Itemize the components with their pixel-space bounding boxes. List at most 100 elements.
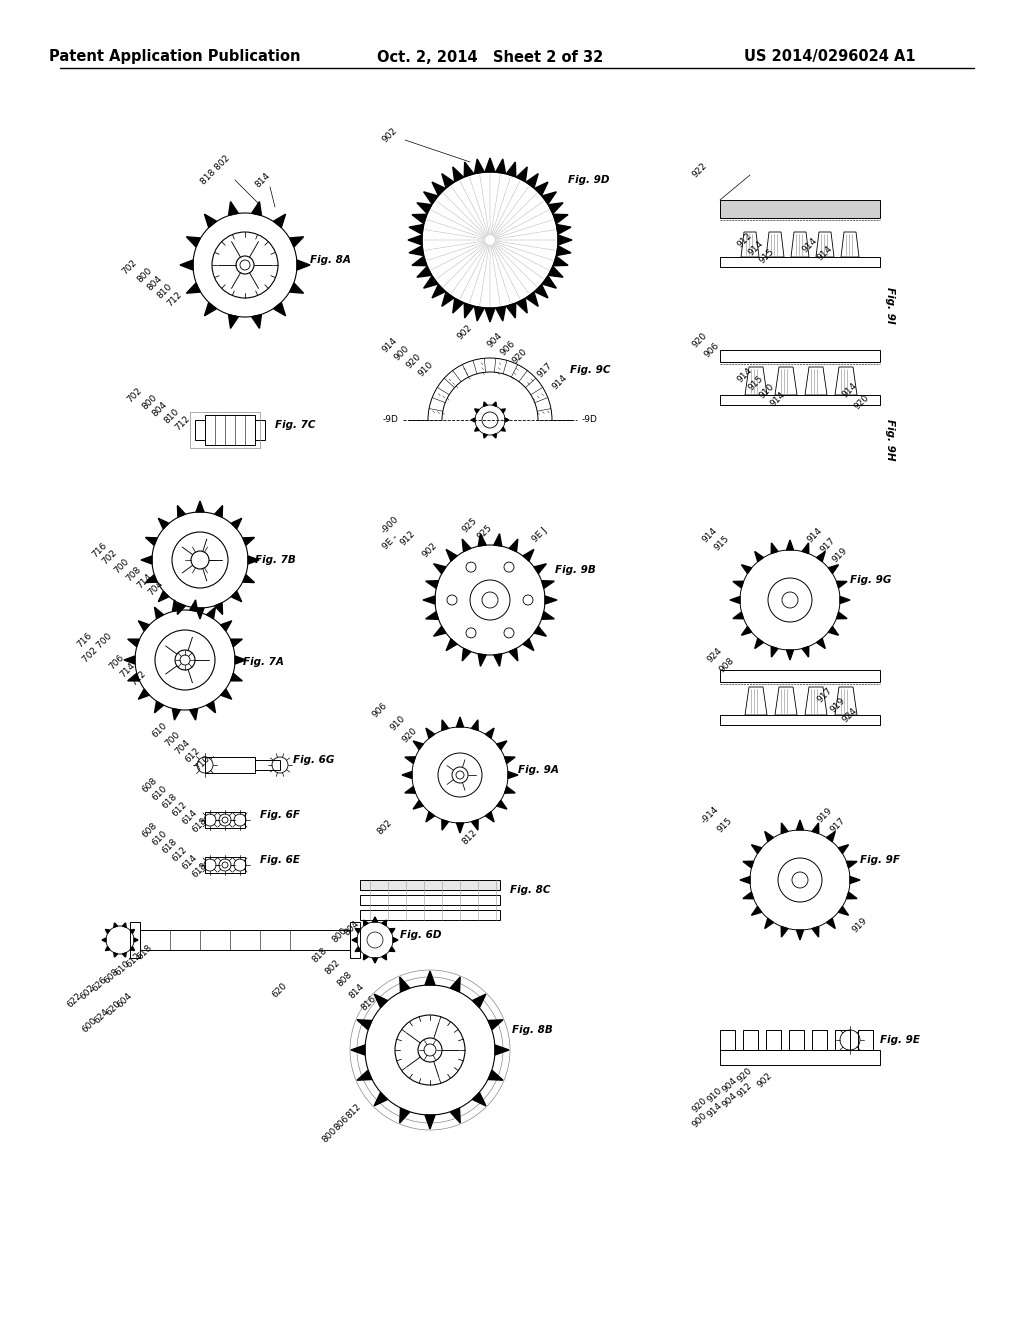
Polygon shape bbox=[765, 832, 773, 842]
Polygon shape bbox=[186, 282, 201, 293]
Text: 716: 716 bbox=[91, 541, 110, 560]
Polygon shape bbox=[462, 539, 471, 552]
Polygon shape bbox=[453, 298, 464, 313]
Polygon shape bbox=[145, 574, 158, 582]
Polygon shape bbox=[802, 647, 809, 657]
Polygon shape bbox=[252, 314, 261, 329]
Text: 925: 925 bbox=[476, 523, 495, 541]
Polygon shape bbox=[494, 653, 502, 667]
Text: Fig. 6G: Fig. 6G bbox=[293, 755, 335, 766]
Polygon shape bbox=[215, 603, 222, 615]
Polygon shape bbox=[123, 923, 126, 928]
Text: 914: 914 bbox=[551, 372, 569, 391]
Polygon shape bbox=[837, 581, 847, 587]
Text: 614: 614 bbox=[181, 808, 200, 826]
Bar bbox=[255, 420, 265, 440]
Text: 812: 812 bbox=[461, 828, 479, 846]
Bar bbox=[190, 412, 260, 447]
Text: 924: 924 bbox=[706, 645, 724, 664]
Text: 920: 920 bbox=[736, 1065, 755, 1084]
Text: 904: 904 bbox=[721, 1076, 739, 1094]
Polygon shape bbox=[252, 202, 261, 215]
Polygon shape bbox=[496, 158, 506, 174]
Polygon shape bbox=[231, 591, 242, 602]
Bar bbox=[205, 756, 255, 774]
Polygon shape bbox=[509, 648, 518, 661]
Polygon shape bbox=[483, 434, 487, 438]
Polygon shape bbox=[474, 158, 484, 174]
Text: 912: 912 bbox=[736, 1081, 755, 1100]
Text: 920: 920 bbox=[853, 393, 871, 412]
Polygon shape bbox=[352, 937, 357, 942]
Text: 902: 902 bbox=[756, 1071, 774, 1089]
Polygon shape bbox=[505, 756, 515, 763]
Polygon shape bbox=[553, 256, 568, 265]
Text: 904: 904 bbox=[485, 331, 504, 350]
Polygon shape bbox=[535, 285, 548, 298]
Bar bbox=[720, 671, 880, 682]
Polygon shape bbox=[373, 917, 378, 921]
Text: 618: 618 bbox=[161, 792, 179, 810]
Text: 902: 902 bbox=[456, 323, 474, 342]
Polygon shape bbox=[424, 276, 438, 288]
Polygon shape bbox=[493, 434, 497, 438]
Text: 914: 914 bbox=[746, 239, 765, 257]
Bar bbox=[858, 1030, 873, 1049]
Text: 914: 914 bbox=[816, 244, 835, 263]
Text: 920: 920 bbox=[404, 351, 423, 370]
Text: 917: 917 bbox=[828, 816, 847, 834]
Text: 612: 612 bbox=[171, 800, 189, 818]
Text: Fig. 7A: Fig. 7A bbox=[243, 657, 284, 667]
Text: 902: 902 bbox=[381, 125, 399, 144]
Polygon shape bbox=[526, 292, 539, 306]
Polygon shape bbox=[432, 285, 445, 298]
Polygon shape bbox=[426, 729, 434, 738]
Text: 919: 919 bbox=[851, 916, 869, 935]
Text: 910: 910 bbox=[706, 1086, 724, 1105]
Polygon shape bbox=[501, 409, 506, 413]
Polygon shape bbox=[412, 256, 427, 265]
Polygon shape bbox=[488, 1071, 503, 1080]
Polygon shape bbox=[791, 232, 809, 257]
Polygon shape bbox=[826, 919, 836, 928]
Text: Oct. 2, 2014   Sheet 2 of 32: Oct. 2, 2014 Sheet 2 of 32 bbox=[377, 49, 603, 65]
Text: 9E J: 9E J bbox=[530, 525, 549, 544]
Text: 608: 608 bbox=[140, 821, 160, 840]
Text: -914: -914 bbox=[699, 805, 721, 825]
Polygon shape bbox=[128, 673, 139, 681]
Text: 712: 712 bbox=[166, 290, 184, 309]
Polygon shape bbox=[471, 418, 475, 422]
Text: 610: 610 bbox=[114, 958, 132, 977]
Text: 919: 919 bbox=[816, 805, 835, 824]
Polygon shape bbox=[775, 686, 797, 715]
Polygon shape bbox=[828, 565, 839, 573]
Polygon shape bbox=[357, 1020, 372, 1030]
Bar bbox=[360, 895, 500, 906]
Text: 917: 917 bbox=[819, 536, 838, 554]
Text: Fig. 9G: Fig. 9G bbox=[850, 576, 891, 585]
Text: 800: 800 bbox=[140, 393, 160, 412]
Text: 618: 618 bbox=[190, 861, 209, 879]
Text: Fig. 7C: Fig. 7C bbox=[275, 420, 315, 430]
Text: 618: 618 bbox=[190, 816, 209, 834]
Polygon shape bbox=[475, 409, 479, 413]
Polygon shape bbox=[471, 719, 478, 730]
Text: 900: 900 bbox=[691, 1110, 710, 1130]
Polygon shape bbox=[138, 620, 150, 631]
Polygon shape bbox=[177, 603, 185, 615]
Text: 804: 804 bbox=[145, 273, 164, 292]
Text: 610: 610 bbox=[151, 784, 169, 803]
Text: 808: 808 bbox=[336, 970, 354, 989]
Polygon shape bbox=[740, 876, 750, 883]
Polygon shape bbox=[205, 302, 216, 315]
Text: 624: 624 bbox=[93, 1007, 112, 1026]
Polygon shape bbox=[781, 927, 787, 937]
Text: 702 700: 702 700 bbox=[81, 632, 114, 664]
Polygon shape bbox=[243, 537, 255, 545]
Polygon shape bbox=[130, 946, 134, 950]
Polygon shape bbox=[839, 907, 849, 915]
Polygon shape bbox=[230, 639, 243, 647]
Polygon shape bbox=[542, 581, 554, 589]
Polygon shape bbox=[558, 235, 572, 246]
Polygon shape bbox=[207, 607, 215, 619]
